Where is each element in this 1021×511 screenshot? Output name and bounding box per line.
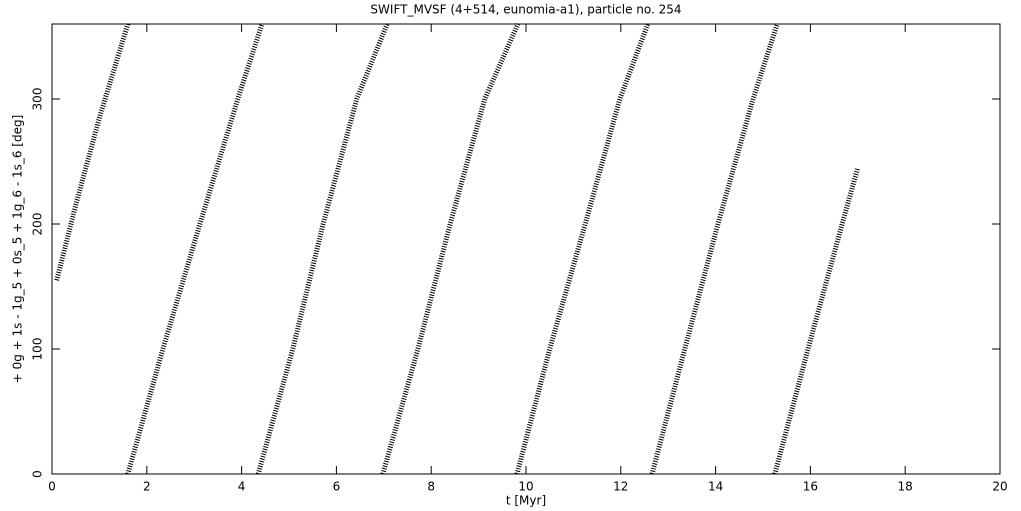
x-axis-label: t [Myr] [506,494,546,508]
y-tick-label: 300 [31,88,45,111]
x-tick-label: 16 [803,480,818,494]
y-tick-label: 0 [31,470,45,478]
y-tick-label: 100 [31,338,45,361]
data-band [772,167,861,475]
x-tick-label: 0 [48,480,56,494]
x-tick-label: 2 [143,480,151,494]
x-tick-label: 6 [333,480,341,494]
x-tick-label: 20 [992,480,1007,494]
data-band [125,23,265,475]
data-band [255,23,390,475]
chart-title: SWIFT_MVSF (4+514, eunomia-a1), particle… [370,3,681,17]
data-band [514,23,651,475]
data-band [649,23,780,475]
y-axis-label: + 0g + 1s - 1g_5 + 0s_5 + 1g_6 - 1s_6 [d… [11,115,25,384]
data-band [380,22,521,475]
data-band [54,23,131,281]
x-tick-label: 10 [518,480,533,494]
x-tick-label: 8 [427,480,435,494]
plot-frame [51,23,1001,475]
x-tick-label: 4 [238,480,246,494]
x-tick-label: 14 [708,480,723,494]
x-tick-label: 12 [613,480,628,494]
y-tick-label: 200 [31,213,45,236]
x-tick-label: 18 [898,480,913,494]
